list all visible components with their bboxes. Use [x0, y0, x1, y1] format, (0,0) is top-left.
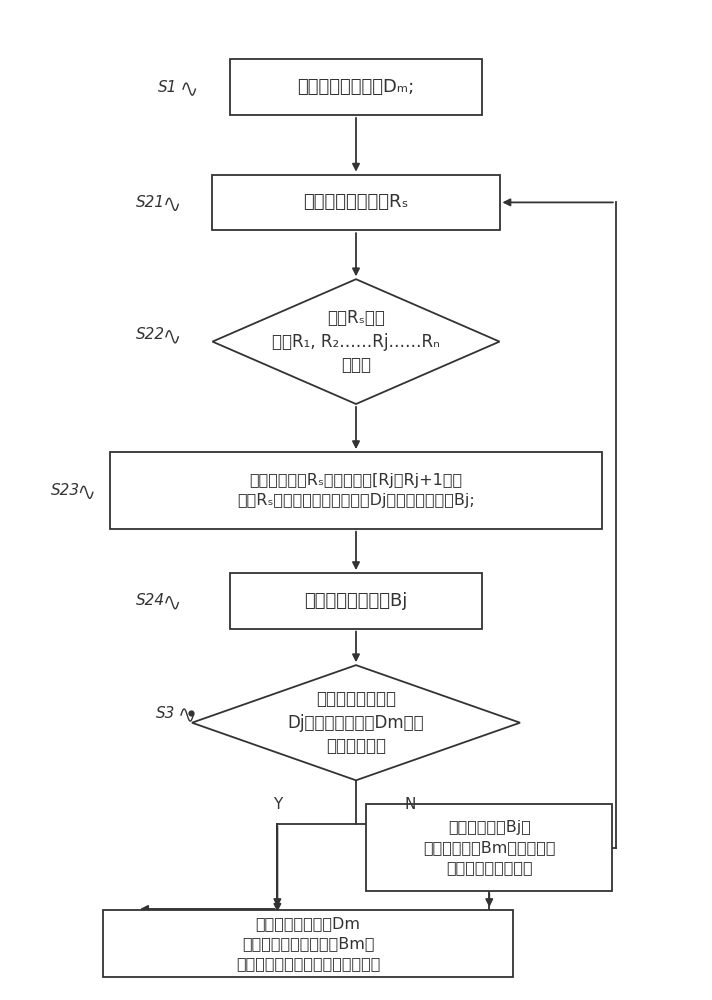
Bar — [212, 175, 500, 230]
Text: Y: Y — [273, 797, 282, 812]
Polygon shape — [212, 279, 500, 404]
Bar — [366, 804, 612, 891]
Bar — [229, 573, 483, 629]
Text: S22: S22 — [137, 327, 165, 342]
Text: N: N — [405, 797, 417, 812]
Text: 判断Rₛ所处
预设R₁, R₂……Rj……Rₙ
的区间: 判断Rₛ所处 预设R₁, R₂……Rj……Rₙ 的区间 — [272, 309, 440, 374]
Text: 判断实时湿度档位
Dj与目标湿度档位Dm是否
为同一档位？: 判断实时湿度档位 Dj与目标湿度档位Dm是否 为同一档位？ — [288, 690, 424, 755]
Text: S21: S21 — [137, 195, 165, 210]
Text: S1: S1 — [158, 80, 178, 95]
Text: S3: S3 — [157, 706, 176, 721]
Bar — [103, 910, 513, 977]
Bar — [110, 452, 602, 529]
Polygon shape — [192, 665, 520, 780]
Bar — [229, 59, 483, 115]
Text: 显示实时指示标识Bj: 显示实时指示标识Bj — [304, 592, 408, 610]
Text: 实时指示标识Bj与
目标指示标识Bm交替变化，
湿度调节装置工作；: 实时指示标识Bj与 目标指示标识Bm交替变化， 湿度调节装置工作； — [423, 820, 555, 875]
Text: 设定目标湿度档位Dₘ;: 设定目标湿度档位Dₘ; — [298, 78, 414, 96]
Text: 根据所确定的Rₛ所处的区间[Rj，Rj+1），
确定Rₛ所对应的实时湿度档位Dj及实时指示标识Bj;: 根据所确定的Rₛ所处的区间[Rj，Rj+1）， 确定Rₛ所对应的实时湿度档位Dj… — [237, 473, 475, 508]
Text: S23: S23 — [51, 483, 80, 498]
Text: S24: S24 — [137, 593, 165, 608]
Text: 监测实时储藏湿度Rₛ: 监测实时储藏湿度Rₛ — [303, 193, 409, 211]
Text: 显示目标湿度档位Dm
所对应的目标指示标识Bm，
工作中的湿度调节装置停止工作。: 显示目标湿度档位Dm 所对应的目标指示标识Bm， 工作中的湿度调节装置停止工作。 — [236, 916, 380, 971]
